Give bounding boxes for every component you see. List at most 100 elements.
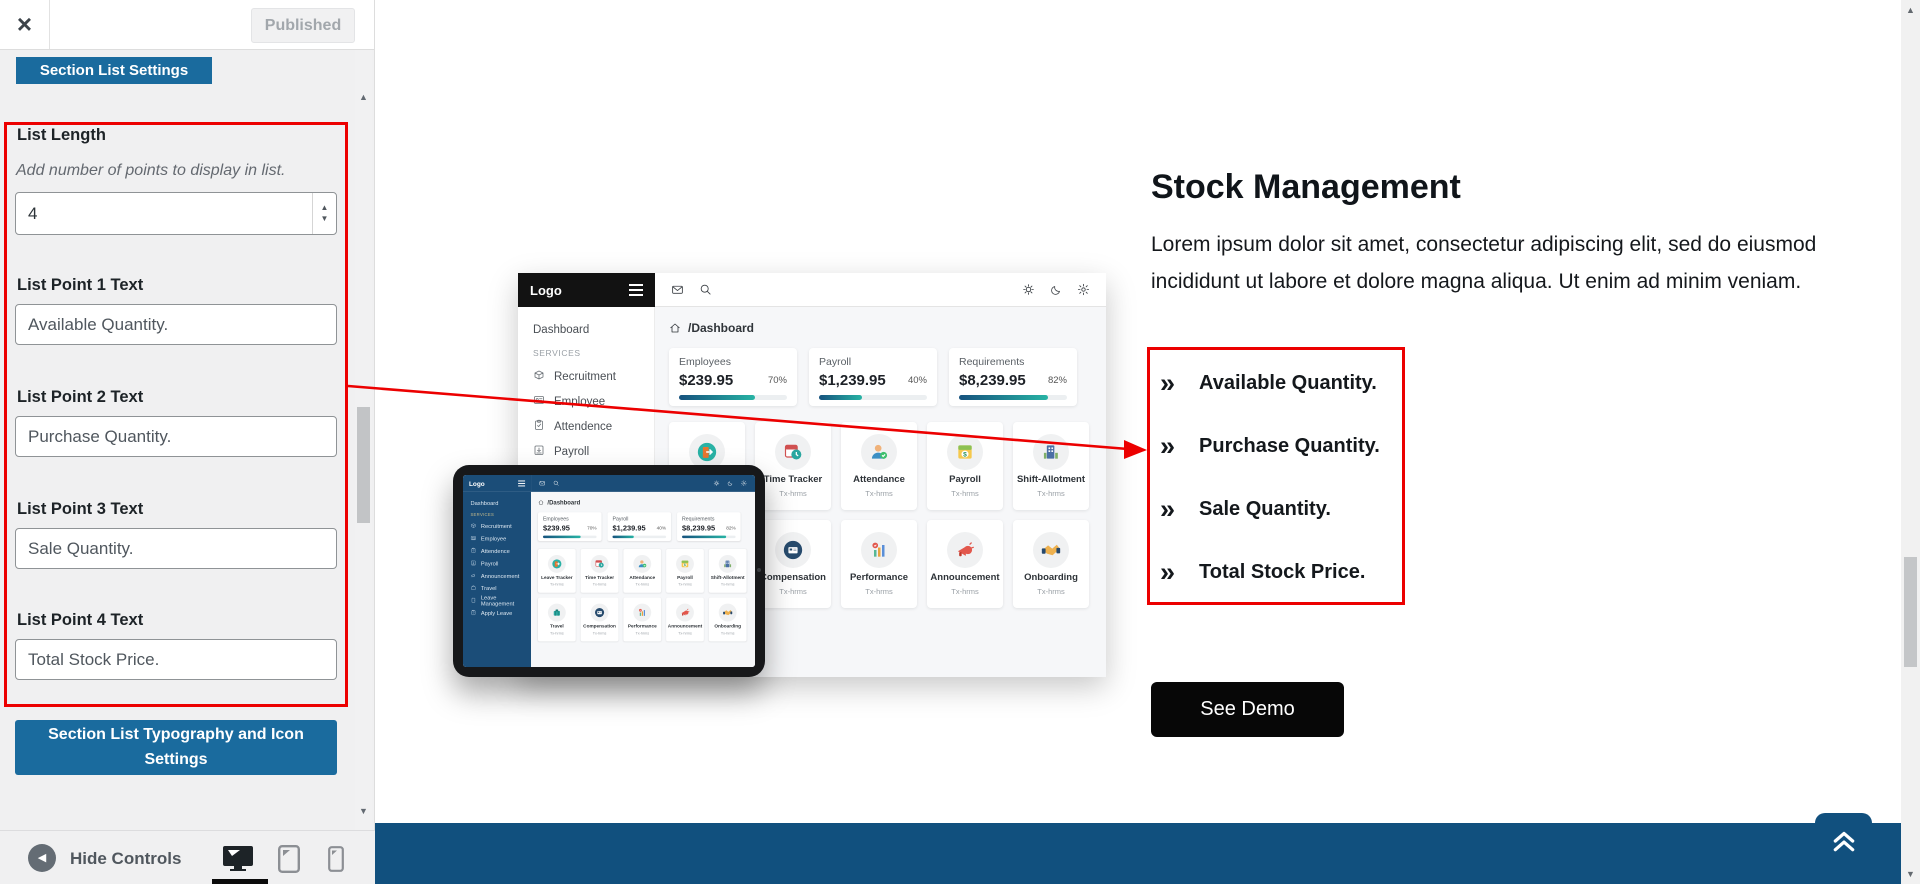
module-tile[interactable]: Attendance Tx-hrms — [841, 422, 917, 510]
sidebar-item[interactable]: Travel — [463, 582, 531, 594]
hamburger-icon[interactable] — [629, 284, 643, 296]
stepper-arrows[interactable]: ▲ ▼ — [312, 193, 336, 234]
module-tile[interactable]: Performance Tx-hrms — [841, 520, 917, 608]
stepper-up-icon[interactable]: ▲ — [320, 203, 329, 212]
sidebar-item[interactable]: Leave Management — [463, 595, 531, 607]
double-chevron-icon: » — [1160, 368, 1175, 398]
list-item-text: Sale Quantity. — [1199, 498, 1331, 520]
list-length-label: List Length — [17, 126, 106, 144]
mail-icon — [539, 480, 545, 486]
card-icon — [595, 608, 605, 618]
scroll-to-top-button[interactable] — [1815, 813, 1872, 869]
window-scroll-down-icon[interactable]: ▼ — [1906, 869, 1915, 879]
sidebar-item[interactable]: Attendence — [463, 545, 531, 557]
module-tiles: Leave Tracker Tx-hrms Time Tracker Tx-hr… — [537, 548, 748, 642]
tile-subtitle: Tx-hrms — [635, 582, 650, 587]
panel-scrollbar[interactable]: ▲ ▼ — [355, 50, 372, 830]
sidebar-item[interactable]: Employee — [463, 533, 531, 545]
module-tile[interactable]: Leave Tracker Tx-hrms — [537, 548, 576, 593]
module-tile[interactable]: Shift-Allotment Tx-hrms — [708, 548, 747, 593]
tile-subtitle: Tx-hrms — [550, 582, 564, 587]
module-tile[interactable]: Payroll Tx-hrms — [927, 422, 1003, 510]
see-demo-button[interactable]: See Demo — [1151, 682, 1344, 737]
list-length-stepper: ▲ ▼ — [15, 192, 337, 235]
stat-label: Requirements — [682, 516, 715, 523]
sidebar-item-dashboard[interactable]: Dashboard — [470, 500, 499, 507]
list-item-text: Total Stock Price. — [1199, 561, 1366, 583]
list-length-input[interactable] — [15, 192, 337, 235]
module-tile[interactable]: Shift-Allotment Tx-hrms — [1013, 422, 1089, 510]
stepper-down-icon[interactable]: ▼ — [320, 214, 329, 223]
typography-settings-button[interactable]: Section List Typography and Icon Setting… — [15, 720, 337, 775]
list-point-1-input[interactable] — [15, 304, 337, 345]
payroll-icon — [533, 444, 545, 456]
list-item-text: Available Quantity. — [1199, 372, 1377, 394]
list-point-3-input[interactable] — [15, 528, 337, 569]
gear-icon — [1077, 283, 1090, 296]
section-paragraph: Lorem ipsum dolor sit amet, consectetur … — [1151, 233, 1817, 293]
stat-card: Requirements $8,239.95 82% — [949, 348, 1077, 406]
module-tile[interactable]: Compensation Tx-hrms — [580, 597, 619, 642]
window-scrollbar-thumb[interactable] — [1904, 557, 1917, 667]
module-tile[interactable]: Time Tracker Tx-hrms — [580, 548, 619, 593]
sidebar-item[interactable]: Payroll — [518, 439, 654, 464]
module-tile[interactable]: Time Tracker Tx-hrms — [755, 422, 831, 510]
hamburger-icon[interactable] — [518, 480, 526, 487]
collapse-controls-icon[interactable]: ◀ — [28, 844, 56, 872]
site-footer-bar — [375, 823, 1901, 884]
double-chevron-icon: » — [1160, 557, 1175, 587]
moon-icon — [727, 480, 733, 486]
dashboard-logo: Logo — [518, 273, 655, 307]
stat-label: Employees — [542, 516, 569, 523]
stat-cards: Employees $239.95 70% Payroll $1,239.95 … — [669, 348, 1092, 406]
tile-label: Announcement — [930, 572, 1000, 583]
logo-text: Logo — [530, 282, 562, 298]
progress-track — [819, 395, 927, 400]
list-point-2-input[interactable] — [15, 416, 337, 457]
window-scroll-up-icon[interactable]: ▲ — [1906, 5, 1915, 15]
section-list-settings-header[interactable]: Section List Settings — [16, 57, 212, 84]
desktop-preview-icon[interactable] — [222, 845, 254, 871]
sidebar-item[interactable]: Recruitment — [518, 364, 654, 389]
hrms-dashboard-mini: Logo Dashboard SERVICES Recruitment Empl… — [463, 475, 755, 667]
module-tile[interactable]: Payroll Tx-hrms — [666, 548, 704, 593]
tile-subtitle: Tx-hrms — [779, 489, 807, 498]
sidebar-item[interactable]: Apply Leave — [463, 607, 531, 619]
published-button[interactable]: Published — [251, 8, 355, 43]
tile-subtitle: Tx-hrms — [865, 587, 893, 596]
apply-leave-icon — [470, 610, 476, 616]
sidebar-item[interactable]: Recruitment — [463, 520, 531, 532]
hide-controls-label[interactable]: Hide Controls — [70, 849, 182, 868]
module-tile[interactable]: Announcement Tx-hrms — [666, 597, 704, 642]
sidebar-item[interactable]: Attendence — [518, 414, 654, 439]
module-tile[interactable]: Compensation Tx-hrms — [755, 520, 831, 608]
module-tile[interactable]: Onboarding Tx-hrms — [708, 597, 747, 642]
sidebar-item[interactable]: Payroll — [463, 557, 531, 569]
recruitment-icon — [470, 523, 476, 529]
module-tile[interactable]: Travel Tx-hrms — [537, 597, 576, 642]
clockcal-icon — [783, 442, 803, 462]
list-point-4-input[interactable] — [15, 639, 337, 680]
sidebar-item-dashboard[interactable]: Dashboard — [533, 323, 590, 336]
module-tile[interactable]: Attendance Tx-hrms — [623, 548, 662, 593]
close-customizer-button[interactable]: × — [0, 0, 50, 49]
sidebar-item[interactable]: Announcement — [463, 570, 531, 582]
progress-fill — [819, 395, 863, 400]
window-scrollbar[interactable]: ▲ ▼ — [1901, 0, 1920, 884]
shake-icon — [723, 608, 733, 618]
double-chevron-icon: » — [1160, 431, 1175, 461]
sidebar-item[interactable]: Employee — [518, 389, 654, 414]
progress-fill — [682, 535, 726, 539]
mobile-preview-icon[interactable] — [328, 846, 344, 872]
tablet-preview-icon[interactable] — [278, 845, 300, 873]
dashboard-body: Dashboard SERVICES Recruitment Employee … — [463, 491, 755, 667]
search-icon — [553, 480, 559, 486]
tile-subtitle: Tx-hrms — [951, 489, 979, 498]
module-tile[interactable]: Onboarding Tx-hrms — [1013, 520, 1089, 608]
panel-scrollbar-thumb[interactable] — [357, 407, 370, 523]
module-tile[interactable]: Announcement Tx-hrms — [927, 520, 1003, 608]
module-tile[interactable]: Performance Tx-hrms — [623, 597, 662, 642]
scroll-down-icon[interactable]: ▼ — [359, 806, 368, 816]
progress-fill — [542, 535, 581, 539]
scroll-up-icon[interactable]: ▲ — [359, 92, 368, 102]
